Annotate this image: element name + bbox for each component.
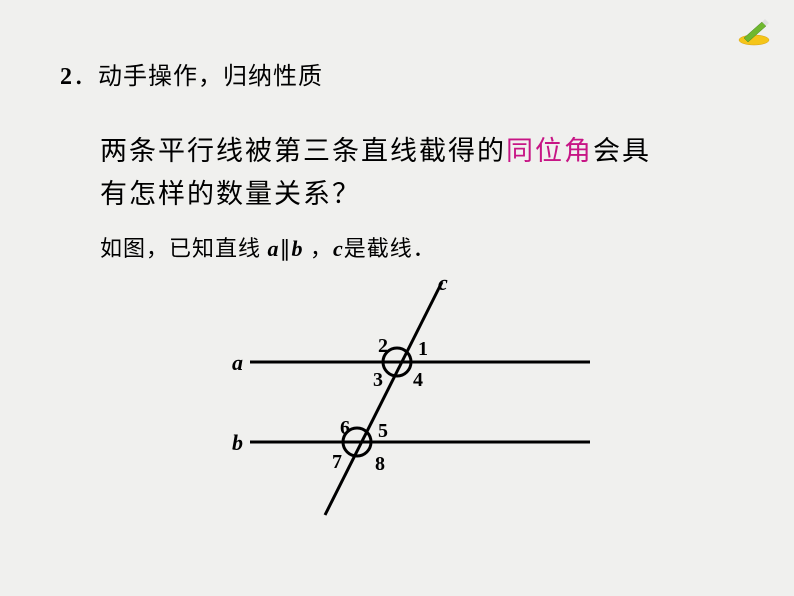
angle-5: 5 <box>378 420 388 442</box>
var-c: c <box>333 236 344 261</box>
angle-6: 6 <box>340 417 350 439</box>
title-dot: ． <box>73 64 98 90</box>
diagram: a b c 1 2 3 4 5 6 7 8 <box>190 270 610 570</box>
angle-2: 2 <box>378 335 388 357</box>
angle-7: 7 <box>332 451 342 473</box>
label-b: b <box>232 430 243 455</box>
var-a: a <box>268 236 280 261</box>
angle-1: 1 <box>418 338 428 360</box>
title-number: 2 <box>60 64 73 90</box>
var-b: b <box>292 236 304 261</box>
label-a: a <box>232 350 243 375</box>
label-c: c <box>438 270 448 295</box>
question-part1: 两条平行线被第三条直线截得的 <box>100 136 506 166</box>
subtext: 如图，已知直线 a∥b ，c是截线． <box>100 231 436 263</box>
subtext-mid: ， <box>304 236 334 261</box>
question-text: 两条平行线被第三条直线截得的同位角会具有怎样的数量关系？ <box>100 130 660 216</box>
slide-title: 2．动手操作，归纳性质 <box>60 56 323 91</box>
question-highlight: 同位角 <box>506 136 593 166</box>
angle-3: 3 <box>373 369 383 391</box>
subtext-prefix: 如图，已知直线 <box>100 236 268 261</box>
angle-8: 8 <box>375 453 385 475</box>
parallel-symbol: ∥ <box>280 236 292 261</box>
subtext-suffix: 是截线． <box>344 236 436 261</box>
angle-4: 4 <box>413 369 423 391</box>
diagram-svg: a b c 1 2 3 4 5 6 7 8 <box>190 270 610 570</box>
title-text: 动手操作，归纳性质 <box>98 64 323 90</box>
pen-icon <box>734 16 774 46</box>
line-c <box>325 282 442 515</box>
